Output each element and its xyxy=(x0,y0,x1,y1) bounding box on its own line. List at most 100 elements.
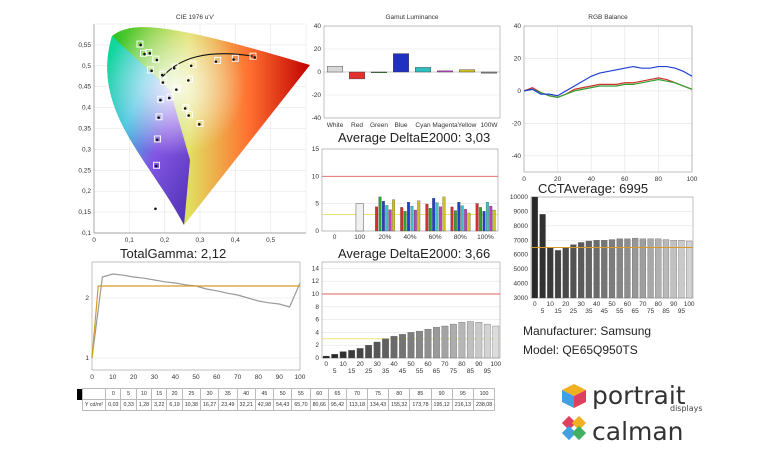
delta1-bar xyxy=(407,202,410,232)
cie-measured-dot xyxy=(175,88,178,91)
gamut-bar xyxy=(371,71,387,74)
cie-target-square xyxy=(171,63,179,71)
cct-x-tick-label: 70 xyxy=(639,301,647,308)
cie-measured-dot xyxy=(150,69,153,73)
cct-bar xyxy=(585,240,592,299)
cie-measured-dot xyxy=(160,73,164,77)
delta1-bar xyxy=(388,209,392,232)
luminance-value-cell: 0,33 xyxy=(120,399,137,411)
rgb-x-tick-label: 100 xyxy=(687,176,698,183)
cie-y-tick-label: 0,1 xyxy=(82,230,91,237)
portrait-logo-mark xyxy=(562,384,586,408)
delta1-x-tick-label: 60% xyxy=(429,234,442,241)
cct-x-tick-label: 25 xyxy=(570,308,578,315)
cie-measured-dot xyxy=(154,164,158,168)
delta1-x-tick-label: 100 xyxy=(354,234,365,241)
delta2-y-tick-label: 2 xyxy=(315,342,319,349)
rgb-frame xyxy=(523,25,693,173)
delta1-bar xyxy=(435,202,439,232)
cie-measured-dot xyxy=(161,81,165,84)
cct-svg: 3000400050006000700080009000100000510152… xyxy=(510,194,695,315)
delta2-bar xyxy=(483,323,491,359)
delta1-bar xyxy=(428,208,432,232)
cct-x-tick-label: 0 xyxy=(533,301,537,308)
luminance-value-cell: 95,42 xyxy=(327,399,348,411)
luminance-level-cell: 10 xyxy=(135,388,153,400)
cie-y-tick-label: 0,5 xyxy=(82,63,91,70)
delta1-bar xyxy=(475,203,479,232)
cie-x-tick-label: 0,4 xyxy=(231,237,240,244)
cct-x-tick-label: 55 xyxy=(616,308,624,315)
cie-target-square xyxy=(147,66,154,74)
gamut-x-tick-label: Magenta xyxy=(432,122,458,129)
delta1-bar xyxy=(485,202,489,232)
luminance-value-cell: 173,78 xyxy=(409,399,432,411)
cie-target-square xyxy=(154,135,162,143)
cie-measured-dot xyxy=(155,138,159,142)
delta2-y-tick-label: 12 xyxy=(312,278,320,285)
delta2-y-tick-label: 0 xyxy=(315,355,319,362)
cie-measured-dot xyxy=(189,64,193,68)
cie-x-tick-label: 0,1 xyxy=(125,237,134,244)
delta2-x-tick-label: 95 xyxy=(484,368,492,375)
gamma-y-tick-label: 2 xyxy=(85,295,89,302)
delta1-bar xyxy=(410,205,414,232)
cct-x-tick-label: 95 xyxy=(678,308,686,315)
model-label: Model: QE65Q950TS xyxy=(523,343,638,357)
luminance-value-cell: 0,03 xyxy=(105,399,122,411)
cie-target-square xyxy=(159,70,167,78)
cie-target-square xyxy=(152,204,160,212)
rgb-y-tick-label: 0 xyxy=(517,88,521,95)
delta2-y-tick-label: 6 xyxy=(315,317,319,324)
cct-x-tick-label: 100 xyxy=(684,301,695,308)
cie-y-tick-label: 0,35 xyxy=(78,126,91,133)
cct-x-tick-label: 50 xyxy=(608,301,616,308)
delta1-bar xyxy=(442,196,446,232)
luminance-value-cell: 54,43 xyxy=(273,399,293,411)
cct-x-tick-label: 30 xyxy=(578,301,586,308)
delta1-bar xyxy=(400,207,404,232)
delta1-bar xyxy=(375,206,379,232)
cie-measured-dot xyxy=(167,96,171,100)
delta1-y-tick-label: 0 xyxy=(315,228,319,235)
luminance-levels-row: 0 5 10 15 20 25 30 35 40 45 50 55 60 65 70 75 80 85 90 95 10… xyxy=(77,388,496,400)
cie-diagram: 0 0,1 0,2 0,3 0,4 0,50,550,50,450,40,350,30,2… xyxy=(78,14,310,244)
delta2-x-tick-label: 25 xyxy=(365,368,373,375)
cct-x-tick-label: 40 xyxy=(593,301,601,308)
cie-target-square xyxy=(173,85,181,93)
cie-y-tick-label: 0,45 xyxy=(78,84,91,91)
delta2-bar xyxy=(416,330,423,359)
cie-y-tick-label: 0,15 xyxy=(78,209,91,216)
cie-measured-dot xyxy=(183,107,187,110)
cct-y-tick-label: 4000 xyxy=(514,281,529,288)
delta2-x-tick-label: 30 xyxy=(373,361,381,368)
delta2-bar xyxy=(331,354,339,359)
cie-y-tick-label: 0,55 xyxy=(78,42,91,49)
gamut-luminance-chart: Gamut Luminance 40 20 0 -20 -40 White Red Green B… xyxy=(310,10,510,135)
calman-logo-mark xyxy=(561,415,587,441)
deltae-grayscale-chart: 0 2 4 6 8 10 12 14 0 5 10 15 20 25 30 35 40 45 50 55 60 65 70 7… xyxy=(310,258,505,388)
rgb-y-tick-label: 40 xyxy=(514,23,522,30)
cct-bar xyxy=(578,242,585,299)
delta2-x-tick-label: 20 xyxy=(357,361,365,368)
cie-measured-dot xyxy=(154,207,157,211)
cie-measured-dot xyxy=(143,52,146,56)
cct-x-tick-label: 90 xyxy=(670,301,678,308)
luminance-value-cell: 23,49 xyxy=(218,399,238,411)
delta1-bar xyxy=(460,205,464,232)
rgb-series-line xyxy=(523,78,693,98)
cct-title: CCTAverage: 6995 xyxy=(538,181,649,196)
cct-bar xyxy=(601,240,608,299)
gamut-luminance-svg: Gamut Luminance 40 20 0 -20 -40 White Red Green B… xyxy=(312,14,501,129)
delta2-bar xyxy=(373,341,381,359)
gamut-bar xyxy=(393,53,409,73)
levels-label-cell xyxy=(81,388,107,400)
delta1-bar xyxy=(403,211,407,232)
gamut-x-tick-label: Cyan xyxy=(415,122,431,129)
cct-y-tick-label: 8000 xyxy=(514,223,529,230)
gamma-x-tick-label: 20 xyxy=(130,374,138,381)
luminance-level-cell: 100 xyxy=(472,388,496,400)
luminance-level-cell: 95 xyxy=(451,388,474,400)
delta1-y-tick-label: 5 xyxy=(315,201,319,208)
gamut-x-tick-label: Yellow xyxy=(458,122,477,129)
